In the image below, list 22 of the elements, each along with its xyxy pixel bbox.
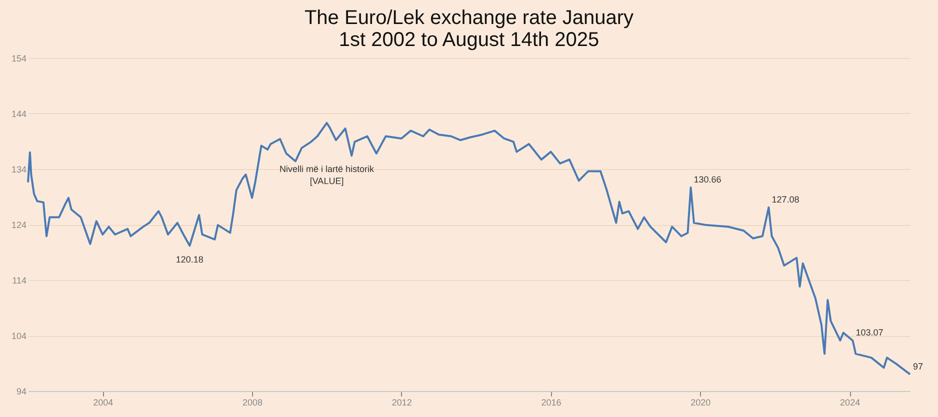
y-tick-label: 154 [11,54,26,64]
y-tick-label: 114 [12,276,26,286]
x-tick-label: 2020 [690,398,711,408]
annotation: Nivelli më i lartë historik [280,164,375,174]
annotation: 97 [913,361,924,372]
annotation: 120.18 [176,254,204,265]
x-tick-label: 2008 [242,398,263,408]
y-tick-label: 124 [11,220,26,230]
y-tick-label: 144 [11,109,26,119]
x-tick-label: 2024 [840,398,860,408]
chart-title: The Euro/Lek exchange rate January 1st 2002 to August 14th 2025 [304,7,634,51]
y-tick-label: 134 [11,164,26,174]
y-tick-label: 94 [16,386,26,396]
x-tick-label: 2016 [541,398,562,408]
annotation: [VALUE] [310,176,344,186]
line-series [27,122,911,376]
x-tick-label: 2004 [93,398,114,408]
annotation: 103.07 [856,328,884,338]
annotation: 127.08 [772,194,800,204]
annotation: 130.66 [694,174,722,185]
y-tick-label: 104 [11,331,26,341]
x-tick-label: 2012 [392,398,412,408]
